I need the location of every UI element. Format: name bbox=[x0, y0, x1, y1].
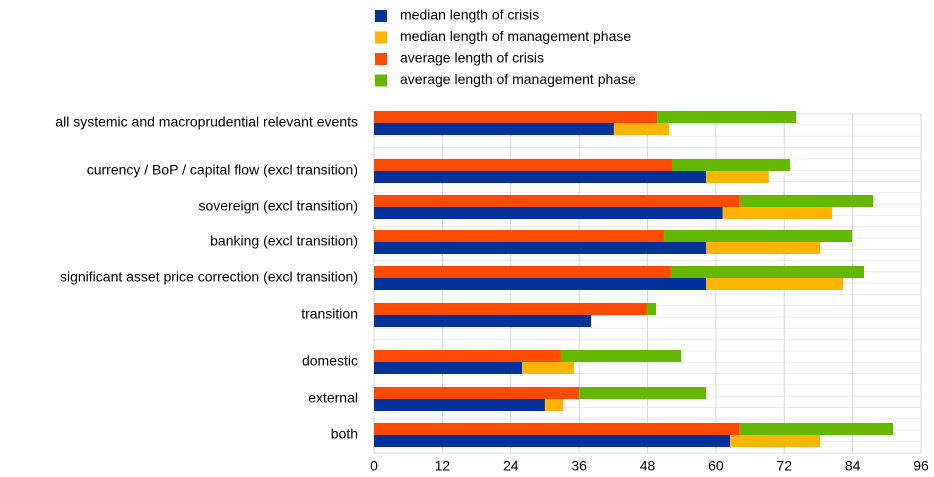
bar bbox=[374, 315, 592, 327]
category-label: external bbox=[308, 390, 358, 406]
x-tick-label: 48 bbox=[640, 458, 656, 474]
bar bbox=[374, 278, 707, 290]
category-label: both bbox=[331, 426, 358, 442]
bar bbox=[374, 230, 665, 242]
x-tick-label: 36 bbox=[571, 458, 587, 474]
category-label: domestic bbox=[302, 353, 358, 369]
x-tick-label: 0 bbox=[370, 458, 378, 474]
bar bbox=[522, 362, 574, 374]
category-label: all systemic and macroprudential relevan… bbox=[55, 114, 358, 130]
bar bbox=[646, 303, 657, 315]
bar bbox=[374, 387, 580, 399]
bar bbox=[670, 266, 865, 278]
bar bbox=[722, 207, 833, 219]
category-label: sovereign (excl transition) bbox=[198, 198, 358, 214]
category-label: significant asset price correction (excl… bbox=[60, 269, 358, 285]
bar bbox=[374, 195, 740, 207]
bar bbox=[664, 230, 853, 242]
bar bbox=[374, 159, 673, 171]
legend-label: median length of crisis bbox=[400, 7, 539, 23]
x-tick-label: 84 bbox=[845, 458, 861, 474]
bar bbox=[706, 171, 769, 183]
legend-swatch bbox=[375, 53, 387, 65]
legend-swatch bbox=[375, 10, 387, 22]
bar bbox=[374, 123, 614, 135]
bar bbox=[374, 350, 561, 362]
category-label: transition bbox=[301, 306, 358, 322]
category-label: currency / BoP / capital flow (excl tran… bbox=[87, 162, 358, 178]
bar bbox=[657, 111, 797, 123]
bar bbox=[730, 435, 821, 447]
bar bbox=[560, 350, 682, 362]
bar bbox=[374, 171, 707, 183]
legend-swatch bbox=[375, 31, 387, 44]
bar bbox=[579, 387, 707, 399]
legend-label: average length of management phase bbox=[400, 71, 636, 87]
bar bbox=[706, 278, 843, 290]
bar bbox=[706, 242, 821, 254]
legend-label: average length of crisis bbox=[400, 50, 544, 66]
bar bbox=[374, 362, 523, 374]
bar bbox=[739, 423, 894, 435]
bar bbox=[374, 207, 723, 219]
bar bbox=[613, 123, 670, 135]
bar bbox=[374, 423, 740, 435]
bar bbox=[374, 435, 731, 447]
x-tick-label: 12 bbox=[435, 458, 451, 474]
x-tick-label: 60 bbox=[708, 458, 724, 474]
bar bbox=[374, 399, 545, 411]
bar bbox=[374, 266, 671, 278]
category-label: banking (excl transition) bbox=[210, 233, 358, 249]
x-tick-label: 24 bbox=[503, 458, 519, 474]
bar bbox=[739, 195, 874, 207]
bar bbox=[672, 159, 790, 171]
bar bbox=[374, 303, 647, 315]
x-tick-label: 72 bbox=[776, 458, 792, 474]
bar bbox=[544, 399, 564, 411]
legend-swatch bbox=[375, 74, 387, 87]
x-tick-label: 96 bbox=[913, 458, 929, 474]
bar bbox=[374, 242, 707, 254]
bar bbox=[374, 111, 658, 123]
legend-label: median length of management phase bbox=[400, 28, 631, 44]
